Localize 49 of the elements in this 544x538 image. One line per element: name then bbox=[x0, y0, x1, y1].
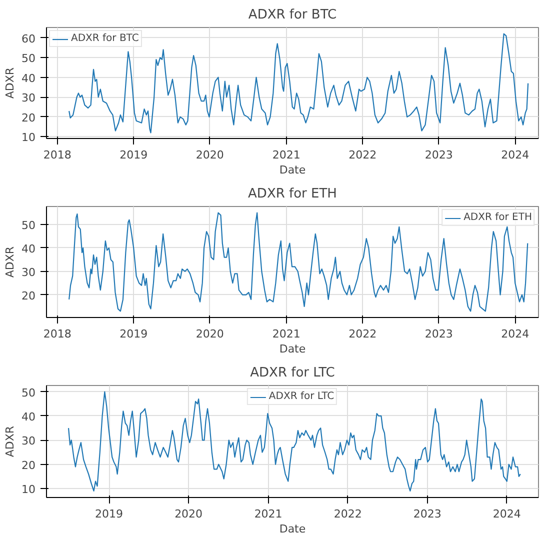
x-tick-label: 2023 bbox=[424, 328, 453, 340]
y-tick-label: 50 bbox=[22, 386, 36, 400]
legend-label: ADXR for ETH bbox=[464, 212, 532, 223]
y-tick-label: 50 bbox=[22, 219, 36, 232]
x-tick-label: 2020 bbox=[196, 148, 224, 162]
legend-label: ADXR for LTC bbox=[268, 391, 334, 402]
x-axis-title: Date bbox=[279, 342, 306, 356]
y-axis-title: ADXR bbox=[4, 426, 17, 458]
chart-title: ADXR for LTC bbox=[250, 366, 335, 380]
x-axis-title: Date bbox=[279, 164, 306, 176]
y-tick-label: 30 bbox=[22, 266, 36, 279]
y-tick-label: 30 bbox=[22, 92, 36, 105]
y-axis-title: ADXR bbox=[4, 67, 17, 99]
chart-title: ADXR for BTC bbox=[248, 8, 337, 22]
y-tick-label: 20 bbox=[22, 289, 36, 302]
x-tick-label: 2019 bbox=[120, 148, 148, 162]
x-tick-label: 2024 bbox=[492, 508, 521, 520]
line-series bbox=[68, 33, 529, 134]
line-series bbox=[68, 391, 521, 492]
chart-title: ADXR for ETH bbox=[248, 186, 337, 202]
y-tick-label: 20 bbox=[22, 111, 36, 124]
x-tick-label: 2021 bbox=[272, 328, 300, 340]
y-tick-label: 20 bbox=[22, 458, 36, 472]
x-tick-label: 2024 bbox=[501, 328, 530, 340]
y-tick-label: 10 bbox=[22, 483, 36, 496]
x-tick-label: 2020 bbox=[174, 508, 203, 520]
x-tick-label: 2022 bbox=[334, 508, 362, 520]
x-tick-label: 2018 bbox=[43, 328, 72, 340]
x-tick-label: 2022 bbox=[348, 148, 377, 162]
y-tick-label: 50 bbox=[22, 52, 36, 66]
x-tick-label: 2021 bbox=[254, 508, 282, 520]
x-tick-label: 2019 bbox=[95, 508, 124, 520]
y-tick-label: 40 bbox=[22, 72, 36, 85]
x-tick-label: 2022 bbox=[348, 328, 377, 340]
y-axis-title: ADXR bbox=[4, 246, 17, 278]
x-tick-label: 2023 bbox=[424, 148, 453, 162]
legend-label: ADXR for BTC bbox=[71, 33, 139, 44]
x-tick-label: 2023 bbox=[413, 508, 442, 520]
x-tick-label: 2019 bbox=[120, 328, 148, 340]
y-tick-label: 40 bbox=[22, 242, 36, 256]
x-tick-label: 2021 bbox=[272, 148, 300, 162]
y-tick-label: 10 bbox=[22, 131, 36, 144]
y-tick-label: 60 bbox=[22, 32, 36, 46]
x-tick-label: 2024 bbox=[501, 148, 530, 162]
y-tick-label: 40 bbox=[22, 410, 36, 424]
y-tick-label: 30 bbox=[22, 434, 36, 448]
x-tick-label: 2020 bbox=[196, 328, 224, 340]
x-tick-label: 2018 bbox=[43, 148, 72, 162]
x-axis-title: Date bbox=[279, 522, 306, 536]
